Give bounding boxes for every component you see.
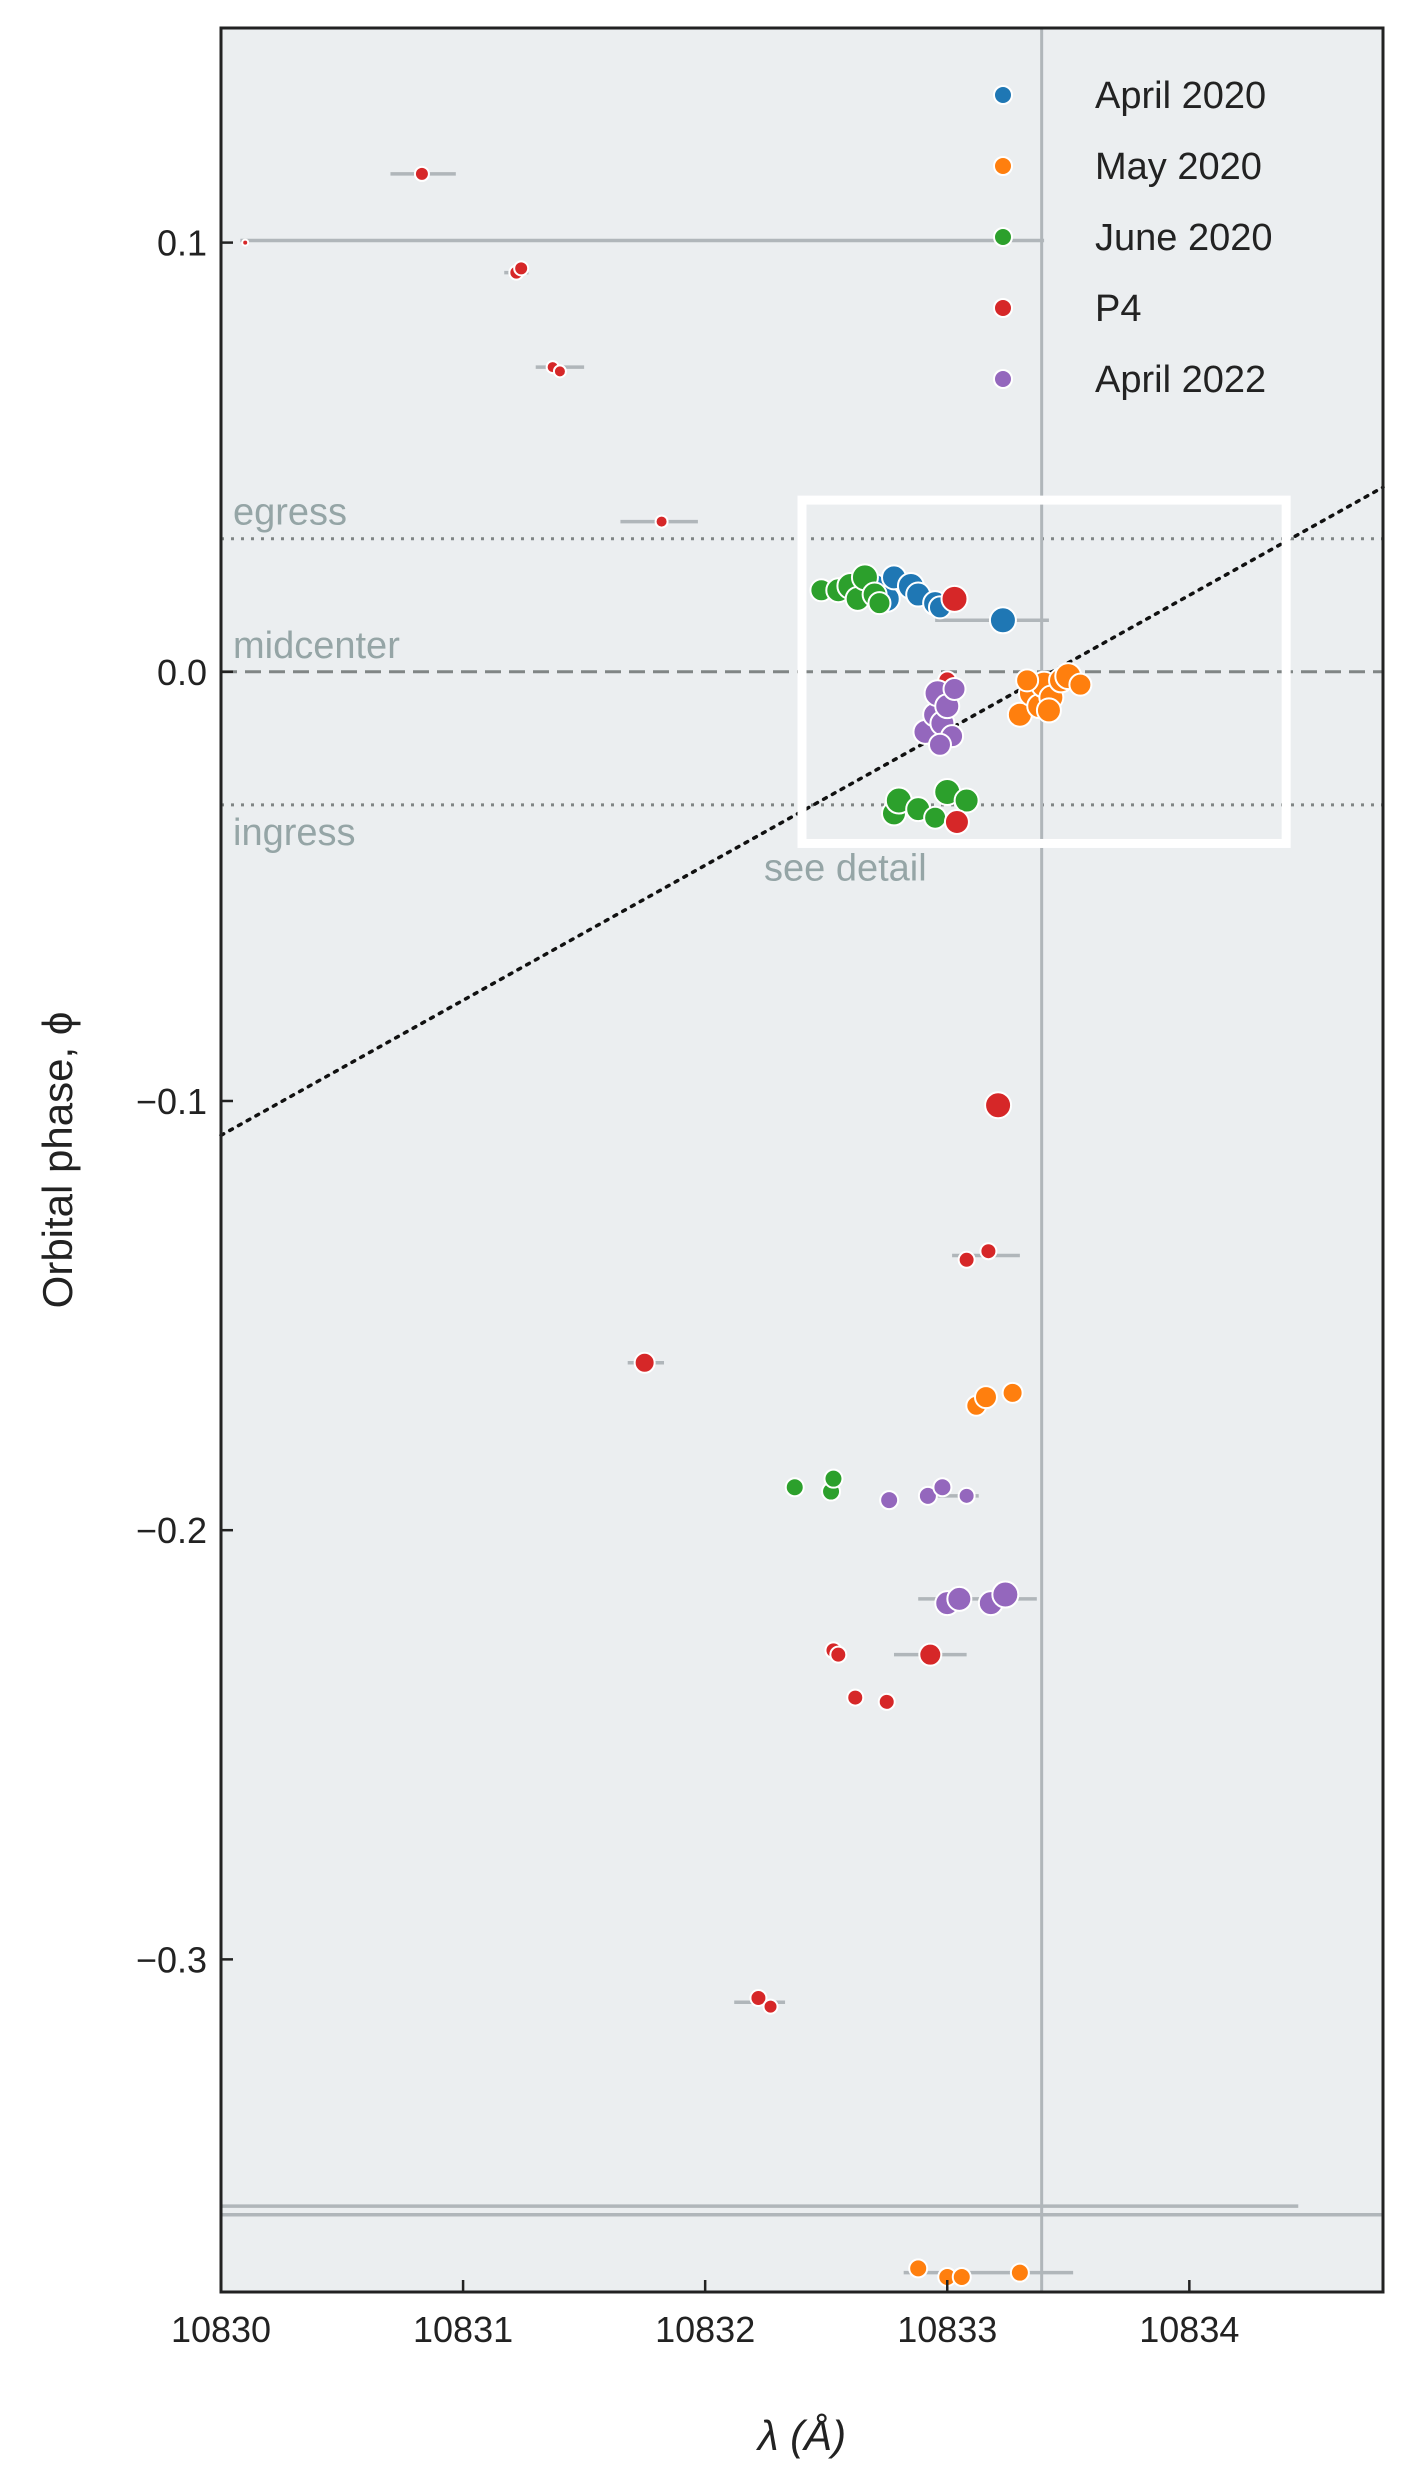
data-point bbox=[953, 787, 980, 814]
data-point bbox=[973, 1385, 998, 1410]
y-axis-title: Orbital phase, ϕ bbox=[34, 1012, 81, 1309]
y-tick-label: −0.3 bbox=[136, 1939, 207, 1980]
data-point bbox=[927, 732, 952, 757]
plot-frame bbox=[219, 26, 1385, 2294]
x-tick-label: 10834 bbox=[1139, 2309, 1239, 2350]
data-point bbox=[957, 1486, 976, 1505]
detail-box bbox=[797, 495, 1291, 848]
egress-label: egress bbox=[233, 492, 347, 534]
data-point bbox=[846, 1688, 865, 1707]
x-tick-label: 10833 bbox=[897, 2309, 997, 2350]
data-point bbox=[988, 606, 1017, 635]
plot-background bbox=[221, 28, 1383, 2292]
data-point bbox=[1068, 672, 1093, 697]
x-axis-title: λ (Å) bbox=[756, 2412, 846, 2459]
data-point bbox=[879, 1490, 900, 1511]
legend-label: May 2020 bbox=[1095, 146, 1262, 188]
data-point bbox=[918, 1642, 943, 1667]
x-tick-label: 10830 bbox=[171, 2309, 271, 2350]
data-point bbox=[940, 584, 969, 613]
data-point bbox=[942, 676, 967, 701]
legend-label: June 2020 bbox=[1095, 217, 1273, 259]
data-point bbox=[991, 1580, 1020, 1609]
data-point bbox=[749, 1989, 768, 2008]
legend-label: P4 bbox=[1095, 288, 1141, 330]
diagonal-line bbox=[219, 485, 1385, 1138]
data-point bbox=[762, 1998, 779, 2015]
data-point bbox=[513, 260, 530, 277]
y-tick-label: 0.1 bbox=[157, 223, 207, 264]
midcenter-label: midcenter bbox=[233, 625, 400, 667]
y-tick-label: 0.0 bbox=[157, 652, 207, 693]
data-point bbox=[867, 591, 892, 616]
data-point bbox=[784, 1477, 805, 1498]
data-point bbox=[877, 1692, 896, 1711]
legend-marker bbox=[993, 227, 1013, 247]
data-point bbox=[917, 1485, 938, 1506]
data-point bbox=[932, 1477, 953, 1498]
data-point bbox=[1009, 2262, 1030, 2283]
data-point bbox=[957, 1250, 976, 1269]
y-tick-label: −0.2 bbox=[136, 1510, 207, 1551]
data-point bbox=[829, 1645, 848, 1664]
legend-marker bbox=[993, 85, 1013, 105]
data-point bbox=[241, 238, 250, 247]
data-point bbox=[633, 1351, 656, 1374]
data-point bbox=[984, 1091, 1013, 1120]
data-point bbox=[1015, 668, 1040, 693]
data-point bbox=[654, 514, 669, 529]
legend-marker bbox=[993, 369, 1013, 389]
legend-marker bbox=[993, 298, 1013, 318]
data-point bbox=[979, 1242, 998, 1261]
legend-label: April 2020 bbox=[1095, 75, 1266, 117]
data-point bbox=[943, 809, 970, 836]
legend-label: April 2022 bbox=[1095, 359, 1266, 401]
data-point bbox=[908, 2258, 929, 2279]
data-point bbox=[1035, 697, 1062, 724]
legend-marker bbox=[993, 156, 1013, 176]
data-point bbox=[1001, 1381, 1024, 1404]
data-point bbox=[951, 2266, 972, 2287]
y-tick-label: −0.1 bbox=[136, 1081, 207, 1122]
x-tick-label: 10831 bbox=[413, 2309, 513, 2350]
ingress-label: ingress bbox=[233, 812, 356, 854]
data-point bbox=[946, 1585, 973, 1612]
data-point bbox=[413, 165, 430, 182]
x-tick-label: 10832 bbox=[655, 2309, 755, 2350]
detail-box-label: see detail bbox=[764, 847, 927, 889]
data-point bbox=[552, 364, 567, 379]
data-point bbox=[823, 1468, 844, 1489]
data-point bbox=[923, 805, 948, 830]
